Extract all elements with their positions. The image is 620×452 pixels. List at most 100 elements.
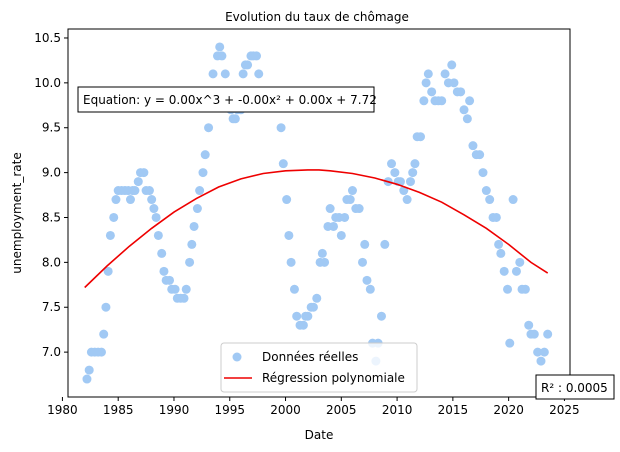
scatter-point [408, 168, 418, 178]
equation-box [77, 86, 375, 113]
scatter-point [395, 177, 405, 187]
x-tick-label: 2000 [270, 403, 301, 417]
scatter-point [416, 132, 426, 142]
scatter-point [101, 302, 111, 312]
regression-line [84, 169, 549, 289]
legend-marker-scatter [232, 352, 242, 362]
scatter-point [449, 78, 459, 88]
x-tick-label: 1985 [103, 403, 134, 417]
x-tick-label: 2005 [326, 403, 357, 417]
y-tick-label: 7.5 [42, 300, 61, 314]
scatter-point [536, 356, 546, 366]
scatter-point [347, 186, 357, 196]
y-tick-label: 9.0 [42, 166, 61, 180]
equation-text: Equation: y = 0.00x^3 + -0.00x² + 0.00x … [83, 93, 377, 107]
scatter-point [109, 212, 119, 222]
scatter-point [325, 204, 335, 214]
scatter-point [478, 168, 488, 178]
chart-title: Evolution du taux de chômage [225, 10, 409, 24]
scatter-point [185, 257, 195, 267]
legend-frame [220, 342, 418, 393]
scatter-point [468, 141, 478, 151]
scatter-point [181, 284, 191, 294]
scatter-point [149, 204, 159, 214]
scatter-point [298, 320, 308, 330]
scatter-point [475, 150, 485, 160]
x-tick-label: 1995 [214, 403, 245, 417]
scatter-point [524, 320, 534, 330]
scatter-point [427, 87, 437, 97]
scatter-point [220, 69, 230, 79]
scatter-point [340, 212, 350, 222]
scatter-point [189, 221, 199, 231]
x-tick-label: 1990 [159, 403, 190, 417]
scatter-point [187, 239, 197, 249]
scatter-point [494, 239, 504, 249]
scatter-point [254, 69, 264, 79]
scatter-point [179, 293, 189, 303]
scatter-point [286, 257, 296, 267]
x-tick-label: 2025 [549, 403, 580, 417]
scatter-point [345, 195, 355, 205]
scatter-point [308, 302, 318, 312]
scatter-point [195, 186, 205, 196]
scatter-point [360, 239, 370, 249]
x-tick-label: 2015 [438, 403, 469, 417]
scatter-point [317, 248, 327, 258]
scatter-point [402, 195, 412, 205]
equation-annotation: Equation: y = 0.00x^3 + -0.00x² + 0.00x … [77, 86, 377, 113]
scatter-point [243, 60, 253, 70]
scatter-point [491, 212, 501, 222]
scatter-point [405, 177, 415, 187]
scatter-point [419, 96, 429, 106]
scatter-point [153, 230, 163, 240]
scatter-point [543, 329, 553, 339]
scatter-point [365, 284, 375, 294]
scatter-point [354, 204, 364, 214]
scatter-point [111, 195, 121, 205]
scatter-point [362, 275, 372, 285]
scatter-point [496, 248, 506, 258]
scatter-point [230, 114, 240, 124]
scatter-point [447, 60, 457, 70]
scatter-point [139, 168, 149, 178]
scatter-point [292, 311, 302, 321]
scatter-point [276, 123, 286, 133]
scatter-point [390, 168, 400, 178]
scatter-point [410, 159, 420, 169]
scatter-point [515, 257, 525, 267]
scatter-point [159, 266, 169, 276]
y-axis: 7.0 7.5 8.0 8.5 9.0 9.5 10.0 10.5 [34, 31, 68, 359]
scatter-point [499, 266, 509, 276]
x-tick-label: 2010 [382, 403, 413, 417]
scatter-point [380, 239, 390, 249]
scatter-point [459, 105, 469, 115]
scatter-point [170, 284, 180, 294]
scatter-point [284, 230, 294, 240]
scatter-point [320, 257, 330, 267]
scatter-point [329, 221, 339, 231]
scatter-point [217, 51, 227, 61]
x-axis: 1980 1985 1990 1995 2000 2005 2010 2015 2020 2025 [47, 397, 580, 417]
scatter-point [505, 338, 515, 348]
legend-label-line: Régression polynomiale [262, 371, 405, 385]
scatter-point [485, 195, 495, 205]
scatter-point [96, 347, 106, 357]
scatter-point [278, 159, 288, 169]
legend-label-scatter: Données réelles [262, 350, 358, 364]
scatter-point [125, 195, 135, 205]
scatter-point [282, 195, 292, 205]
y-tick-label: 10.0 [34, 76, 61, 90]
y-tick-label: 8.5 [42, 210, 61, 224]
scatter-point [533, 347, 543, 357]
scatter-point [82, 374, 92, 384]
scatter-point [99, 329, 109, 339]
y-tick-label: 9.5 [42, 121, 61, 135]
scatter-point [520, 284, 530, 294]
scatter-point [423, 69, 433, 79]
scatter-point [238, 69, 248, 79]
scatter-point [312, 293, 322, 303]
scatter-point [252, 51, 262, 61]
scatter-point [204, 123, 214, 133]
